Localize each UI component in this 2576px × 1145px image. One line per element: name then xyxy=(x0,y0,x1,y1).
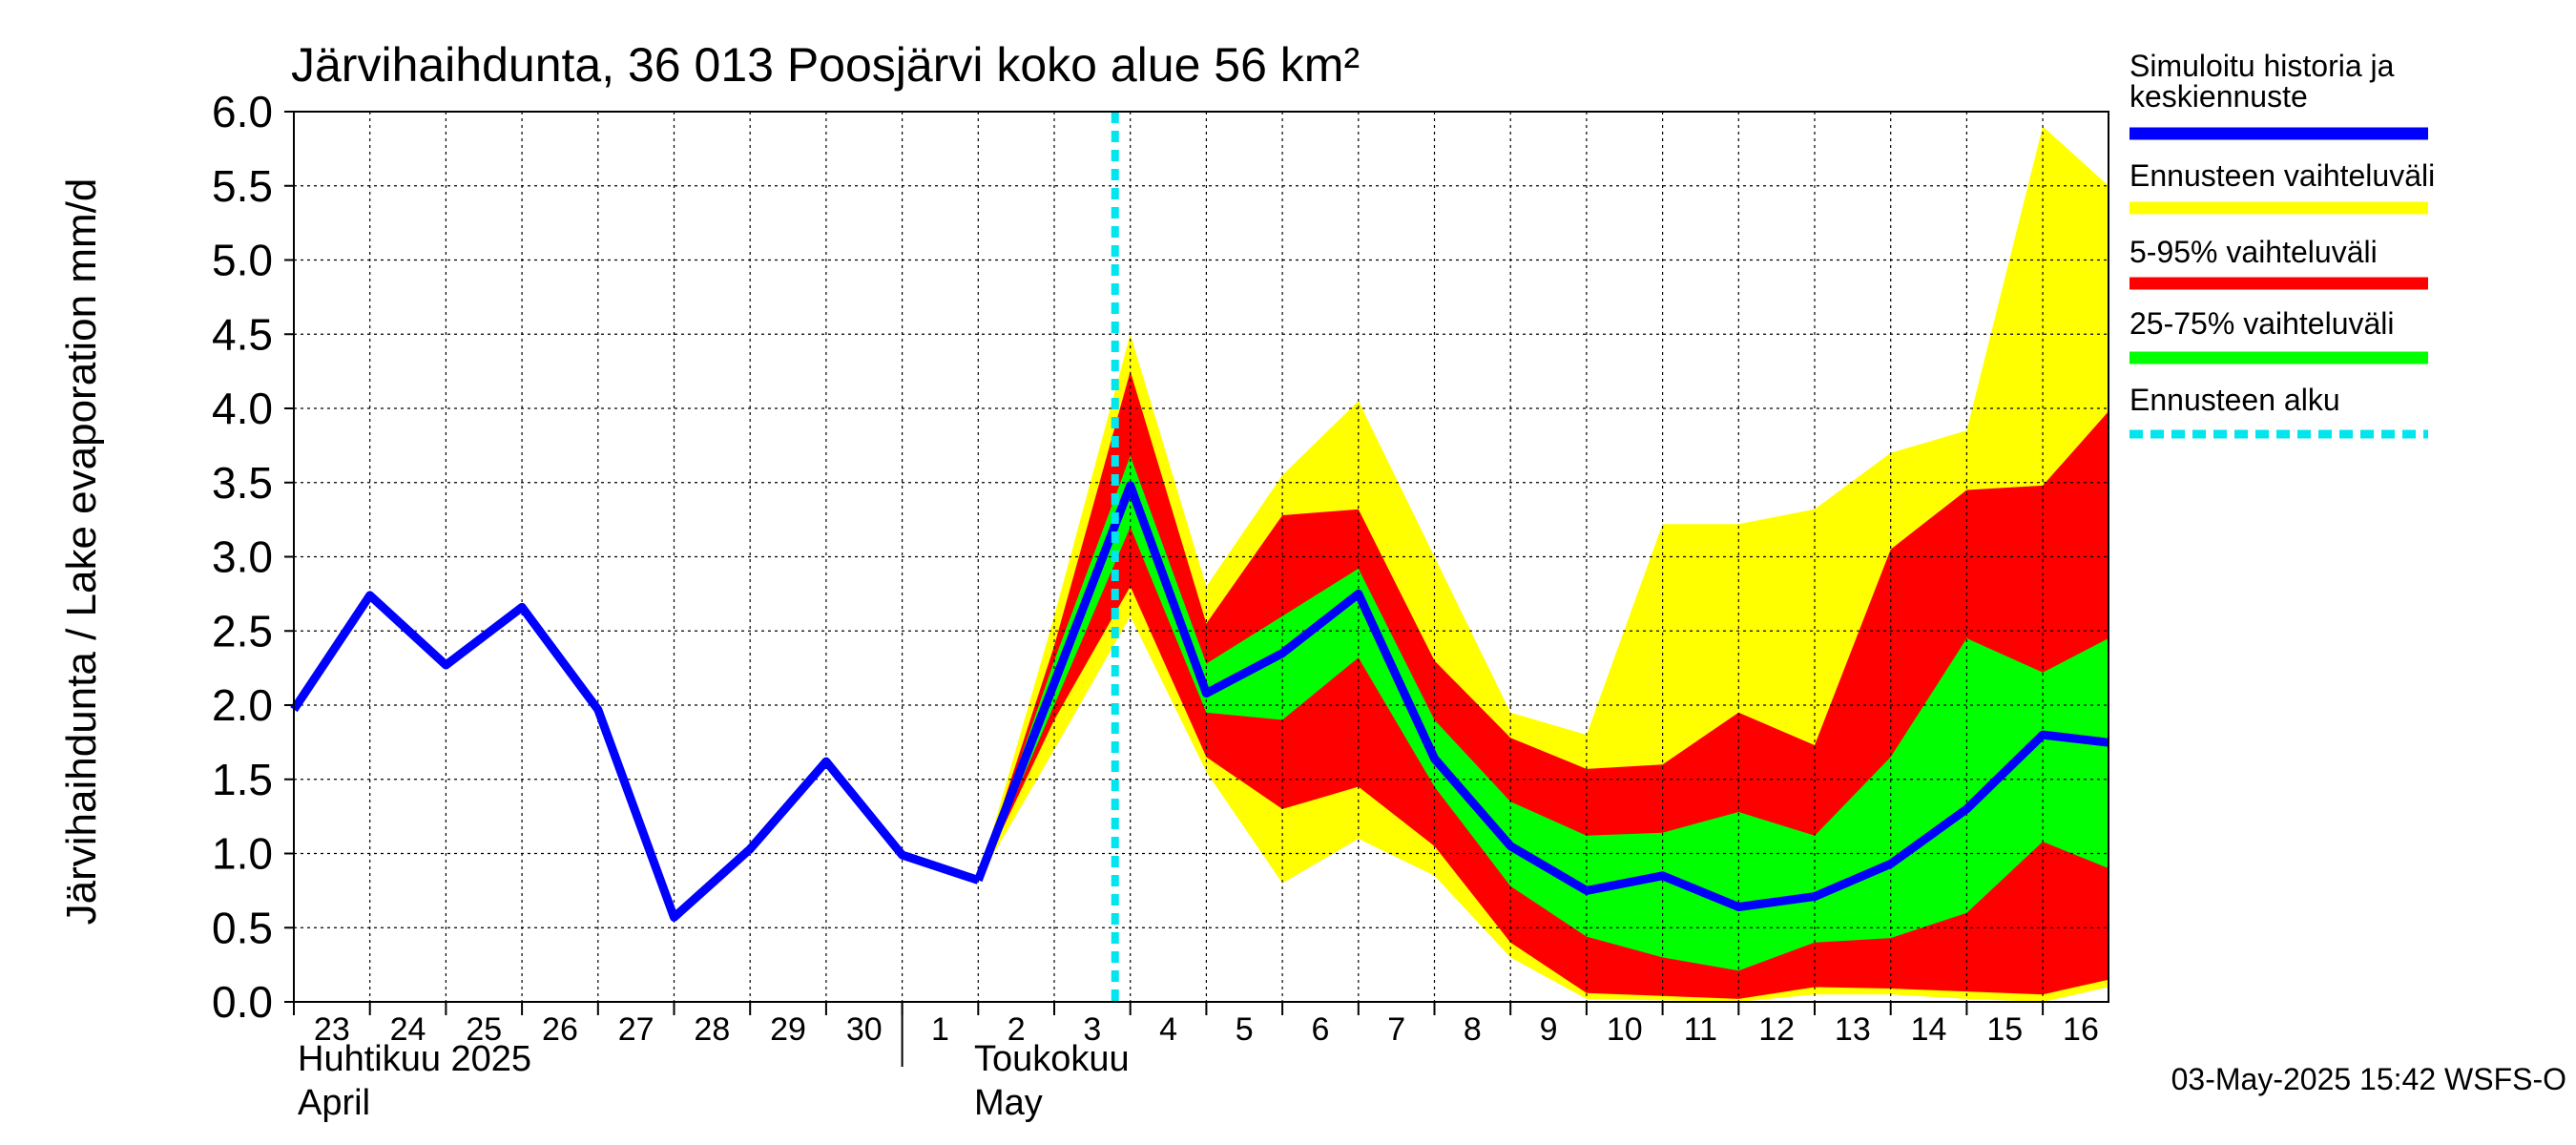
x-day-label-0: 23 xyxy=(314,1011,350,1048)
x-day-label-11: 4 xyxy=(1159,1011,1177,1048)
x-day-label-5: 28 xyxy=(694,1011,730,1048)
x-day-label-19: 12 xyxy=(1758,1011,1795,1048)
x-day-label-1: 24 xyxy=(390,1011,426,1048)
x-day-label-14: 7 xyxy=(1387,1011,1405,1048)
y-tick-label-8: 4.0 xyxy=(212,384,273,433)
chart-title: Järvihaihdunta, 36 013 Poosjärvi koko al… xyxy=(291,38,1360,92)
legend-label-1: Ennusteen vaihteluväli xyxy=(2129,158,2435,193)
x-day-label-7: 30 xyxy=(846,1011,883,1048)
forecast-bands xyxy=(978,126,2109,1002)
x-day-label-4: 27 xyxy=(618,1011,654,1048)
median-forecast-line xyxy=(974,481,2109,911)
series-lines xyxy=(290,112,2109,1002)
legend-label-4: Ennusteen alku xyxy=(2129,383,2340,417)
x-day-label-15: 8 xyxy=(1464,1011,1482,1048)
x-day-label-20: 13 xyxy=(1835,1011,1871,1048)
x-day-label-17: 10 xyxy=(1607,1011,1643,1048)
band-green xyxy=(978,455,2109,971)
y-axis: 0.0 0.5 1.0 1.5 2.0 2.5 3.0 3.5 4.0 4.5 5.0 5.5 6.0 xyxy=(212,87,294,1027)
month-label-april-fi: Huhtikuu 2025 xyxy=(298,1039,531,1079)
x-day-label-16: 9 xyxy=(1540,1011,1558,1048)
legend-label-0: Simuloitu historia ja xyxy=(2129,49,2395,83)
legend-label-3: 25-75% vaihteluväli xyxy=(2129,306,2395,341)
y-tick-label-11: 5.5 xyxy=(212,161,273,211)
x-day-label-6: 29 xyxy=(770,1011,806,1048)
y-tick-label-1: 0.5 xyxy=(212,903,273,952)
x-day-label-23: 16 xyxy=(2063,1011,2099,1048)
legend-label-0-line2: keskiennuste xyxy=(2129,79,2308,114)
y-tick-label-5: 2.5 xyxy=(212,606,273,656)
month-label-may-en: May xyxy=(974,1083,1043,1123)
y-tick-label-7: 3.5 xyxy=(212,458,273,508)
month-label-april-en: April xyxy=(298,1083,370,1123)
x-day-label-3: 26 xyxy=(542,1011,578,1048)
y-tick-label-9: 4.5 xyxy=(212,309,273,359)
x-day-label-8: 1 xyxy=(931,1011,949,1048)
y-tick-label-2: 1.0 xyxy=(212,829,273,879)
y-tick-label-0: 0.0 xyxy=(212,977,273,1027)
history-line xyxy=(290,591,980,922)
x-day-label-12: 5 xyxy=(1236,1011,1254,1048)
month-label-may-fi: Toukokuu xyxy=(974,1039,1130,1079)
legend-label-2: 5-95% vaihteluväli xyxy=(2129,235,2378,269)
y-tick-label-12: 6.0 xyxy=(212,87,273,136)
x-day-label-21: 14 xyxy=(1911,1011,1947,1048)
y-tick-label-6: 3.0 xyxy=(212,532,273,582)
y-tick-label-3: 1.5 xyxy=(212,755,273,804)
x-axis: 23 24 25 26 27 28 29 30 1 2 3 4 5 6 7 8 9 10 11 12 13 14 15 16H… xyxy=(293,1002,2099,1123)
y-tick-label-10: 5.0 xyxy=(212,236,273,285)
y-axis-label: Järvihaihdunta / Lake evaporation mm/d xyxy=(58,178,105,926)
x-day-label-22: 15 xyxy=(1986,1011,2023,1048)
y-tick-label-4: 2.0 xyxy=(212,680,273,730)
timestamp: 03-May-2025 15:42 WSFS-O xyxy=(2171,1062,2566,1096)
x-day-label-2: 25 xyxy=(466,1011,502,1048)
x-day-label-18: 11 xyxy=(1684,1011,1717,1048)
x-day-label-10: 3 xyxy=(1083,1011,1101,1048)
x-day-label-9: 2 xyxy=(1008,1011,1026,1048)
x-day-label-13: 6 xyxy=(1311,1011,1329,1048)
